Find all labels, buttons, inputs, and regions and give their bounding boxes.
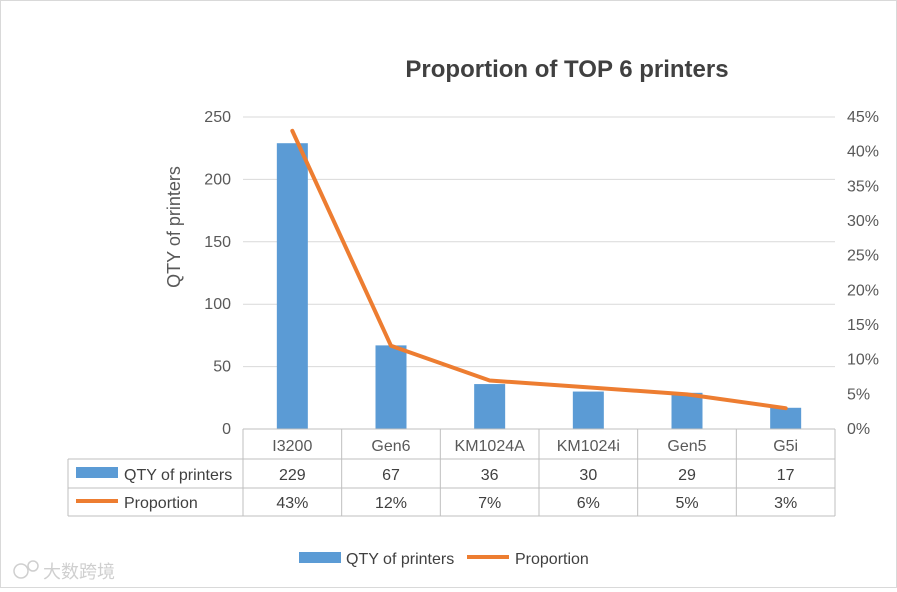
watermark: 大数跨境 [13, 560, 115, 582]
y-tick-label: 100 [204, 296, 231, 313]
category-label: I3200 [272, 438, 312, 455]
table-row-label: Proportion [124, 495, 198, 512]
y-tick-label: 250 [204, 109, 231, 126]
bar [770, 407, 802, 429]
data-label: 36 [481, 467, 499, 484]
watermark-logo-icon [13, 560, 39, 579]
data-label: 17 [777, 467, 795, 484]
watermark-text: 大数跨境 [43, 562, 115, 582]
data-table: I3200 229 43% Gen6 67 12% KM1024A 36 7% KM1024i 30… [67, 428, 836, 517]
bar-series [276, 143, 802, 429]
y2-tick-label: 15% [847, 317, 879, 334]
y-tick-label: 150 [204, 234, 231, 251]
category-label: Gen6 [371, 438, 410, 455]
data-label: 30 [579, 467, 597, 484]
table-key-bar [76, 467, 118, 478]
legend: QTY of printers Proportion [299, 551, 589, 568]
y2-tick-label: 25% [847, 248, 879, 265]
data-label: 29 [678, 467, 696, 484]
y-tick-label: 0 [222, 421, 231, 438]
legend-label: Proportion [515, 551, 589, 568]
data-label: 229 [279, 467, 306, 484]
y2-tick-label: 0% [847, 421, 870, 438]
data-label: 12% [375, 495, 407, 512]
category-label: G5i [773, 438, 798, 455]
y-tick-label: 50 [213, 359, 231, 376]
bar [276, 143, 308, 429]
legend-label: QTY of printers [346, 551, 454, 568]
chart-title: Proportion of TOP 6 printers [405, 56, 728, 83]
y2-axis-ticks: 0% 5% 10% 15% 20% 25% 30% 35% 40% 45% [847, 109, 879, 438]
y2-tick-label: 5% [847, 386, 870, 403]
y2-tick-label: 35% [847, 178, 879, 195]
y2-tick-label: 10% [847, 352, 879, 369]
bar [474, 384, 506, 429]
data-label: 5% [675, 495, 698, 512]
y2-tick-label: 40% [847, 144, 879, 161]
y2-tick-label: 20% [847, 282, 879, 299]
category-label: KM1024i [557, 438, 620, 455]
y-tick-label: 200 [204, 171, 231, 188]
category-label: KM1024A [455, 438, 526, 455]
data-label: 6% [577, 495, 600, 512]
y2-tick-label: 30% [847, 213, 879, 230]
data-label: 43% [276, 495, 308, 512]
data-label: 67 [382, 467, 400, 484]
table-row-label: QTY of printers [124, 467, 232, 484]
data-label: 7% [478, 495, 501, 512]
bar [375, 345, 407, 429]
bar [572, 391, 604, 429]
data-label: 3% [774, 495, 797, 512]
bar [671, 392, 703, 429]
y2-tick-label: 45% [847, 109, 879, 126]
proportion-line [290, 128, 788, 411]
line-series [290, 128, 788, 411]
legend-swatch-bar [299, 552, 341, 563]
category-label: Gen5 [667, 438, 706, 455]
y-axis-ticks: 0 50 100 150 200 250 [204, 109, 231, 438]
y-axis-title: QTY of printers [164, 166, 184, 288]
